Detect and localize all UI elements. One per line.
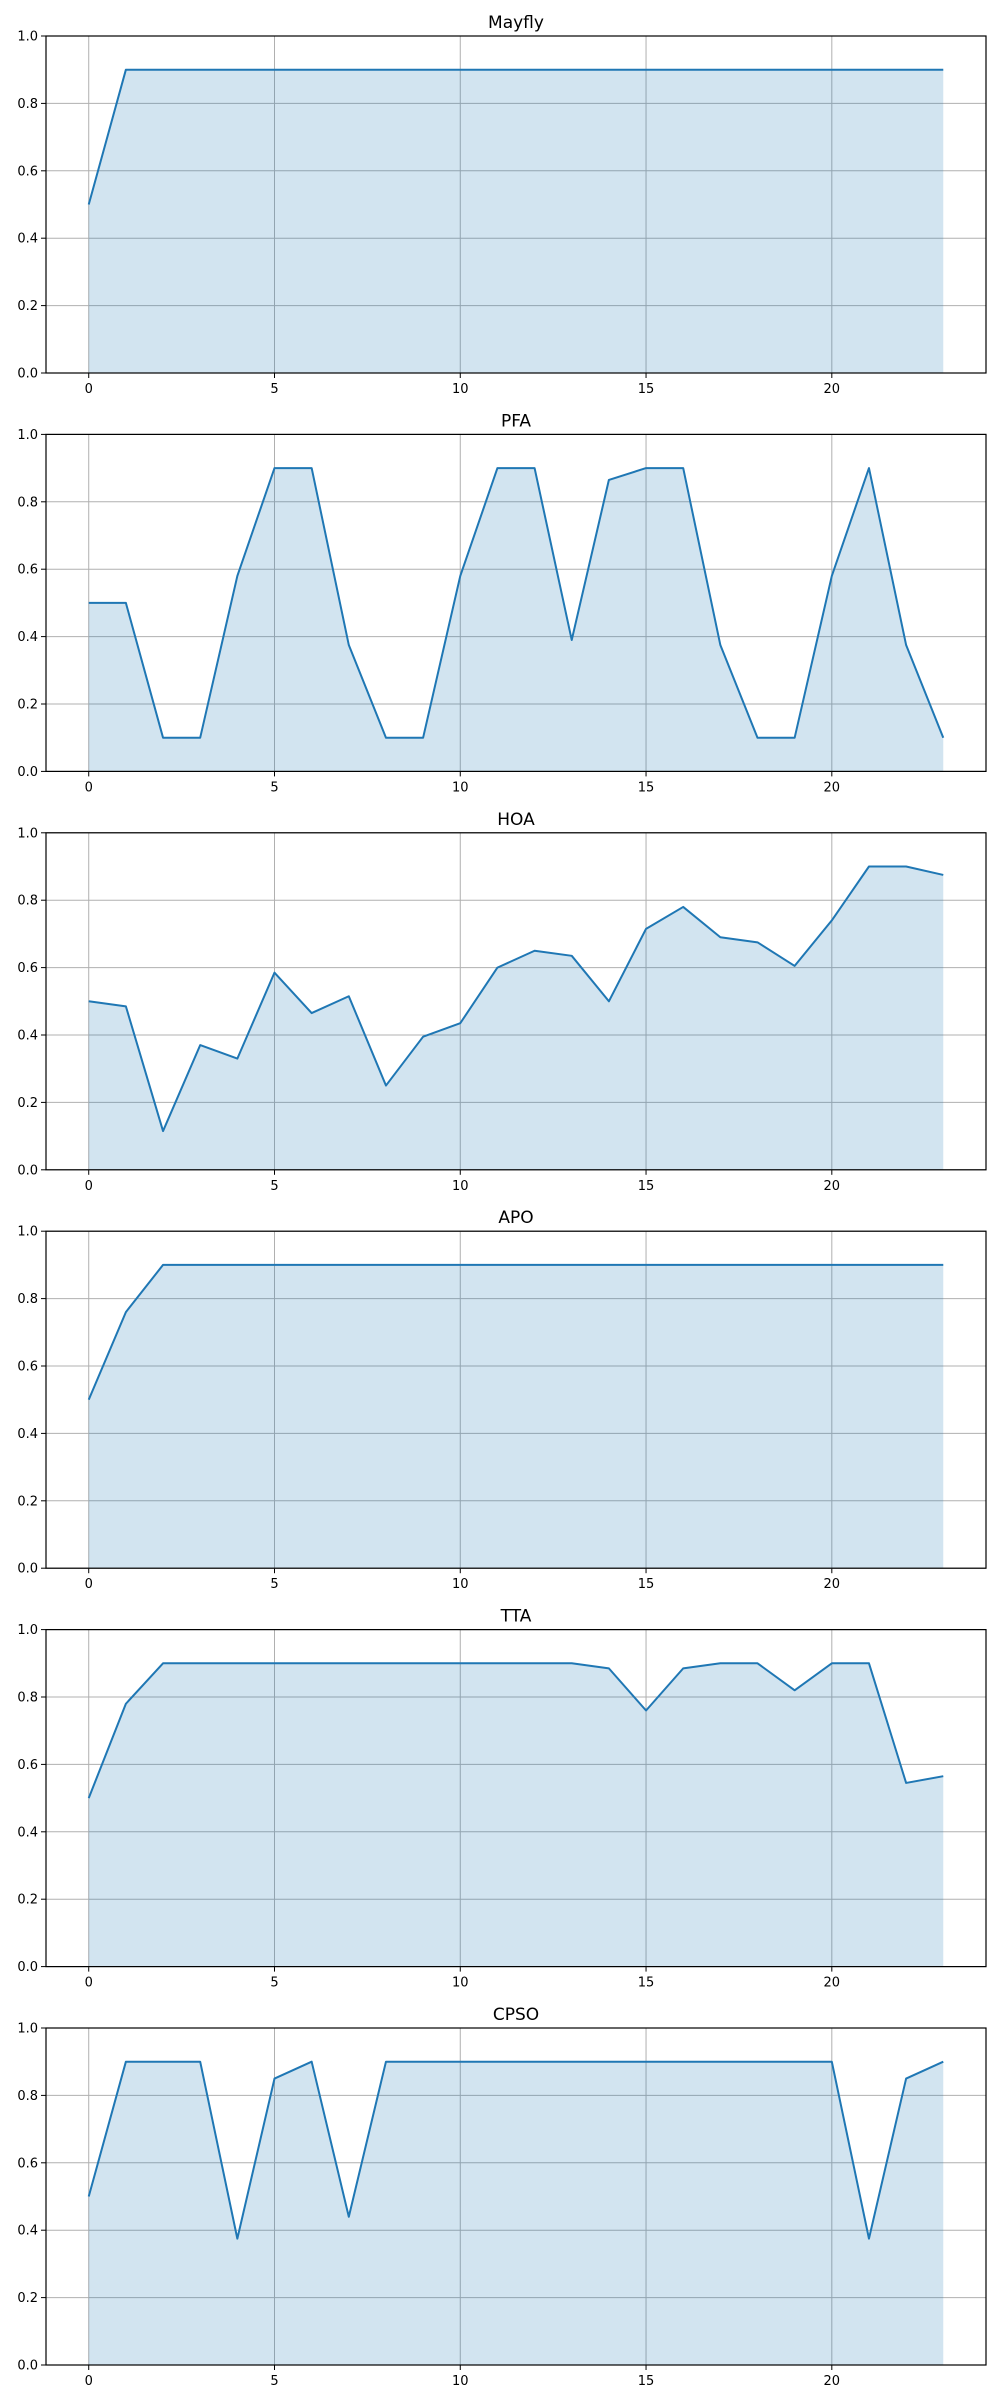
x-tick-label: 10 [452, 780, 469, 795]
y-tick-label: 0.6 [17, 961, 38, 976]
x-tick-label: 5 [270, 382, 278, 397]
y-tick-label: 0.6 [17, 1360, 38, 1375]
y-tick-label: 0.2 [17, 1096, 38, 1111]
series-line [88, 865, 944, 1133]
subplot-hoa: HOA 0 5 10 15 20 0.0 0.2 0.4 0.6 0.8 1.0 [17, 810, 987, 1194]
x-tick-label: 5 [270, 780, 278, 795]
y-tick-label: 1.0 [17, 2022, 38, 2037]
y-tick-label: 0.2 [17, 2291, 38, 2306]
y-tick-label: 0.6 [17, 2156, 38, 2171]
y-tick-label: 0.0 [17, 367, 38, 382]
y-tick-label: 0.4 [17, 232, 38, 247]
series-line [87, 2060, 944, 2240]
y-tick-label: 0.6 [17, 1758, 38, 1773]
y-tick-label: 1.0 [17, 826, 38, 841]
x-tick-label: 0 [85, 780, 93, 795]
x-tick-label: 0 [85, 382, 93, 397]
y-tick-label: 0.6 [17, 563, 38, 578]
y-tick-label: 0.4 [17, 2224, 38, 2239]
series-area-fill [88, 2061, 944, 2365]
y-tick-label: 0.0 [17, 765, 38, 780]
y-tick-label: 0.0 [17, 1163, 38, 1178]
y-tick-label: 0.8 [17, 1292, 38, 1307]
y-tick-label: 0.6 [17, 164, 38, 179]
x-tick-label: 20 [824, 1976, 841, 1991]
y-tick-label: 0.8 [17, 97, 38, 112]
x-tick-label: 10 [452, 2374, 469, 2389]
y-tick-label: 1.0 [17, 428, 38, 443]
series-area-fill [88, 69, 944, 373]
x-tick-label: 15 [638, 382, 655, 397]
x-tick-label: 0 [85, 2374, 93, 2389]
x-tick-label: 0 [85, 1577, 93, 1592]
x-tick-label: 10 [452, 382, 469, 397]
subplot-title: Mayfly [488, 13, 544, 33]
subplot-tta: TTA 0 5 10 15 20 0.0 0.2 0.4 0.6 0.8 1.0 [17, 1607, 987, 1991]
axes-frame [45, 1230, 987, 1569]
y-tick-label: 0.8 [17, 495, 38, 510]
y-tick-label: 0.2 [17, 1893, 38, 1908]
y-tick-label: 0.2 [17, 698, 38, 713]
subplot-title: HOA [497, 810, 535, 830]
axes-frame [45, 832, 987, 1171]
y-tick-label: 0.4 [17, 630, 38, 645]
axes-frame [45, 2027, 987, 2366]
subplot-cpso: CPSO 0 5 10 15 20 0.0 0.2 0.4 0.6 0.8 1.0 [17, 2005, 987, 2389]
series-line [87, 68, 944, 205]
x-tick-label: 10 [452, 1976, 469, 1991]
subplot-title: PFA [501, 411, 531, 431]
y-tick-label: 1.0 [17, 1225, 38, 1240]
y-tick-label: 0.2 [17, 299, 38, 314]
x-tick-label: 10 [452, 1577, 469, 1592]
x-tick-label: 20 [824, 1577, 841, 1592]
y-tick-label: 1.0 [17, 30, 38, 45]
x-tick-label: 0 [85, 1179, 93, 1194]
y-tick-label: 0.0 [17, 1562, 38, 1577]
x-tick-label: 0 [85, 1976, 93, 1991]
y-tick-label: 0.8 [17, 894, 38, 909]
x-tick-label: 20 [824, 2374, 841, 2389]
y-tick-label: 0.4 [17, 1427, 38, 1442]
subplot-title: APO [498, 1208, 533, 1228]
axes-frame [45, 433, 987, 772]
series-area-fill [88, 468, 944, 772]
x-tick-label: 10 [452, 1179, 469, 1194]
subplot-title: CPSO [493, 2005, 539, 2025]
subplot-mayfly: Mayfly 0 5 10 15 20 0.0 0.2 0.4 0.6 0.8 1.0 [17, 13, 987, 397]
x-tick-label: 5 [270, 1179, 278, 1194]
x-tick-label: 15 [638, 780, 655, 795]
y-tick-label: 0.0 [17, 1960, 38, 1975]
y-tick-label: 0.0 [17, 2359, 38, 2374]
x-tick-label: 15 [638, 1976, 655, 1991]
y-tick-label: 0.8 [17, 1691, 38, 1706]
series-line [88, 467, 945, 739]
x-tick-label: 5 [270, 2374, 278, 2389]
x-tick-label: 20 [824, 1179, 841, 1194]
y-tick-label: 0.8 [17, 2089, 38, 2104]
subplot-apo: APO 0 5 10 15 20 0.0 0.2 0.4 0.6 0.8 1.0 [17, 1208, 987, 1592]
x-tick-label: 20 [824, 780, 841, 795]
y-tick-label: 0.4 [17, 1029, 38, 1044]
x-tick-label: 15 [638, 1179, 655, 1194]
series-area-fill [88, 866, 944, 1170]
x-tick-label: 5 [270, 1577, 278, 1592]
axes-frame [45, 35, 987, 374]
series-area-fill [88, 1264, 944, 1569]
x-tick-label: 5 [270, 1976, 278, 1991]
x-tick-label: 15 [638, 1577, 655, 1592]
series-area-fill [88, 1663, 944, 1967]
y-tick-label: 1.0 [17, 1623, 38, 1638]
y-tick-label: 0.4 [17, 1825, 38, 1840]
subplot-pfa: PFA 0 5 10 15 20 0.0 0.2 0.4 0.6 0.8 1.0 [17, 411, 987, 795]
subplot-title: TTA [500, 1607, 532, 1627]
series-line [87, 1263, 944, 1401]
series-line [87, 1662, 944, 1799]
x-tick-label: 20 [824, 382, 841, 397]
x-tick-label: 15 [638, 2374, 655, 2389]
axes-frame [45, 1628, 987, 1968]
y-tick-label: 0.2 [17, 1494, 38, 1509]
